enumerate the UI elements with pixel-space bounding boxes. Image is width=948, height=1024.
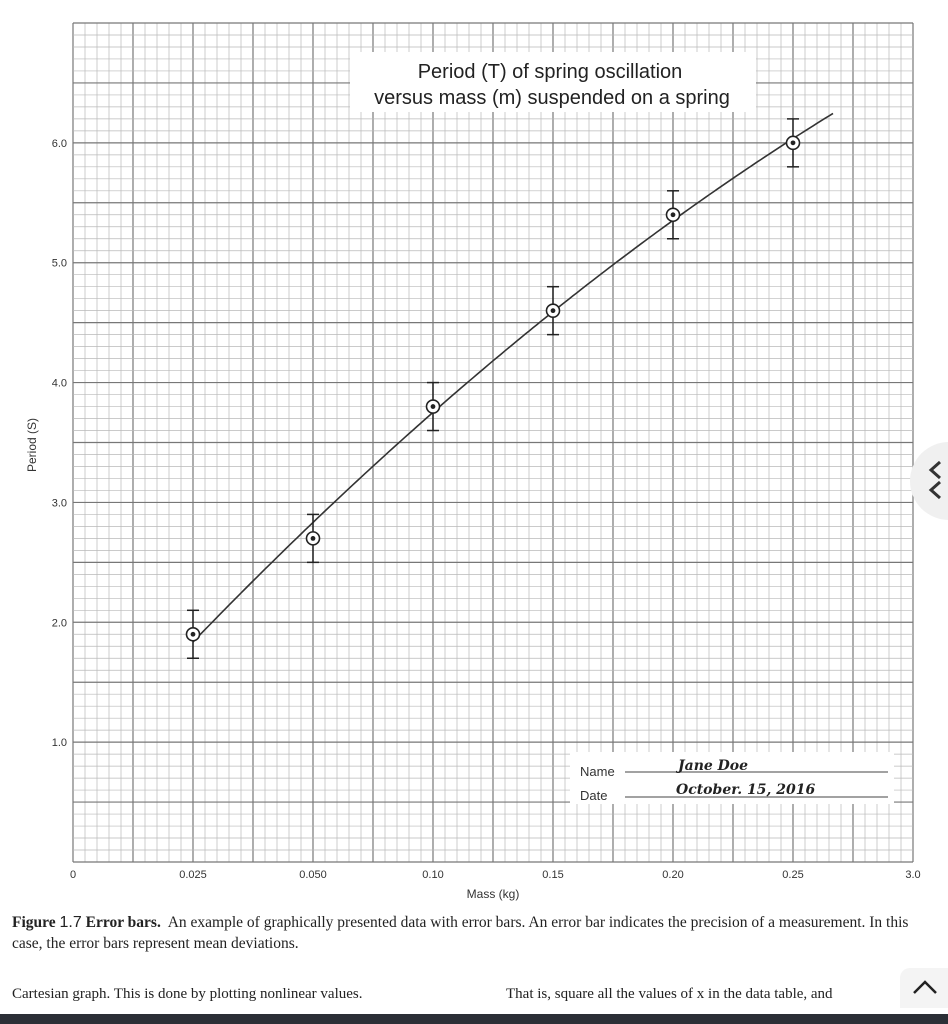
figure-caption: Figure 1.7 Error bars. An example of gra… [12, 912, 937, 954]
chart: Period (T) of spring oscillation versus … [25, 22, 921, 901]
data-point [545, 285, 561, 336]
data-point-dot [670, 212, 676, 218]
name-label: Name [580, 764, 615, 779]
x-tick-label: 0.15 [542, 869, 563, 881]
name-date-box [570, 752, 894, 804]
chart-data-marks [185, 118, 801, 659]
chart-title-line-2: versus mass (m) suspended on a spring [374, 87, 730, 109]
y-axis-label: Period (S) [25, 418, 39, 472]
x-tick-label: 0.20 [662, 869, 683, 881]
fit-curve-line [192, 112, 834, 643]
date-label: Date [580, 788, 607, 803]
x-tick-label: 3.0 [905, 869, 920, 881]
chart-tick-labels: 0 0.025 0.050 0.10 0.15 0.20 0.25 3.0 1.0 2.0 3.0 4… [52, 138, 921, 881]
chart-title-box [350, 52, 756, 112]
data-point [305, 513, 321, 564]
x-tick-label: 0.025 [179, 869, 207, 881]
date-value: October. 15, 2016 [676, 782, 816, 798]
caption-number: 1.7 [59, 914, 82, 931]
data-point-dot [790, 140, 796, 146]
data-point-dot [430, 404, 436, 409]
data-point [185, 609, 201, 659]
y-tick-label: 3.0 [52, 497, 67, 509]
x-axis-label: Mass (kg) [467, 887, 520, 901]
chart-title-line-1: Period (T) of spring oscillation [418, 61, 683, 83]
scroll-to-top-button[interactable] [900, 968, 948, 1008]
y-tick-label: 6.0 [52, 138, 67, 150]
y-tick-label: 2.0 [52, 617, 67, 629]
data-point [785, 118, 801, 168]
name-value: Jane Doe [675, 758, 748, 774]
chevron-left-icon [928, 460, 941, 500]
x-tick-label: 0 [70, 869, 76, 881]
data-point [425, 381, 441, 432]
body-text-right: That is, square all the values of x in t… [506, 986, 833, 1002]
caption-label: Figure [12, 914, 56, 931]
chart-grid [72, 22, 914, 863]
x-tick-label: 0.10 [422, 869, 443, 881]
chevron-up-icon [913, 980, 937, 994]
data-point-dot [190, 631, 196, 637]
data-point [665, 190, 681, 240]
caption-title: Error bars. [85, 914, 161, 931]
y-tick-label: 5.0 [52, 258, 67, 270]
y-tick-label: 1.0 [52, 737, 67, 749]
fit-curve [192, 112, 834, 643]
bottom-bar [0, 1014, 948, 1024]
data-point-dot [310, 535, 316, 541]
y-tick-label: 4.0 [52, 378, 67, 390]
caption-text: An example of graphically presented data… [12, 914, 909, 952]
x-tick-label: 0.25 [782, 869, 803, 881]
data-point-dot [550, 308, 556, 314]
body-text-left: Cartesian graph. This is done by plottin… [12, 986, 363, 1002]
x-tick-label: 0.050 [299, 869, 327, 881]
